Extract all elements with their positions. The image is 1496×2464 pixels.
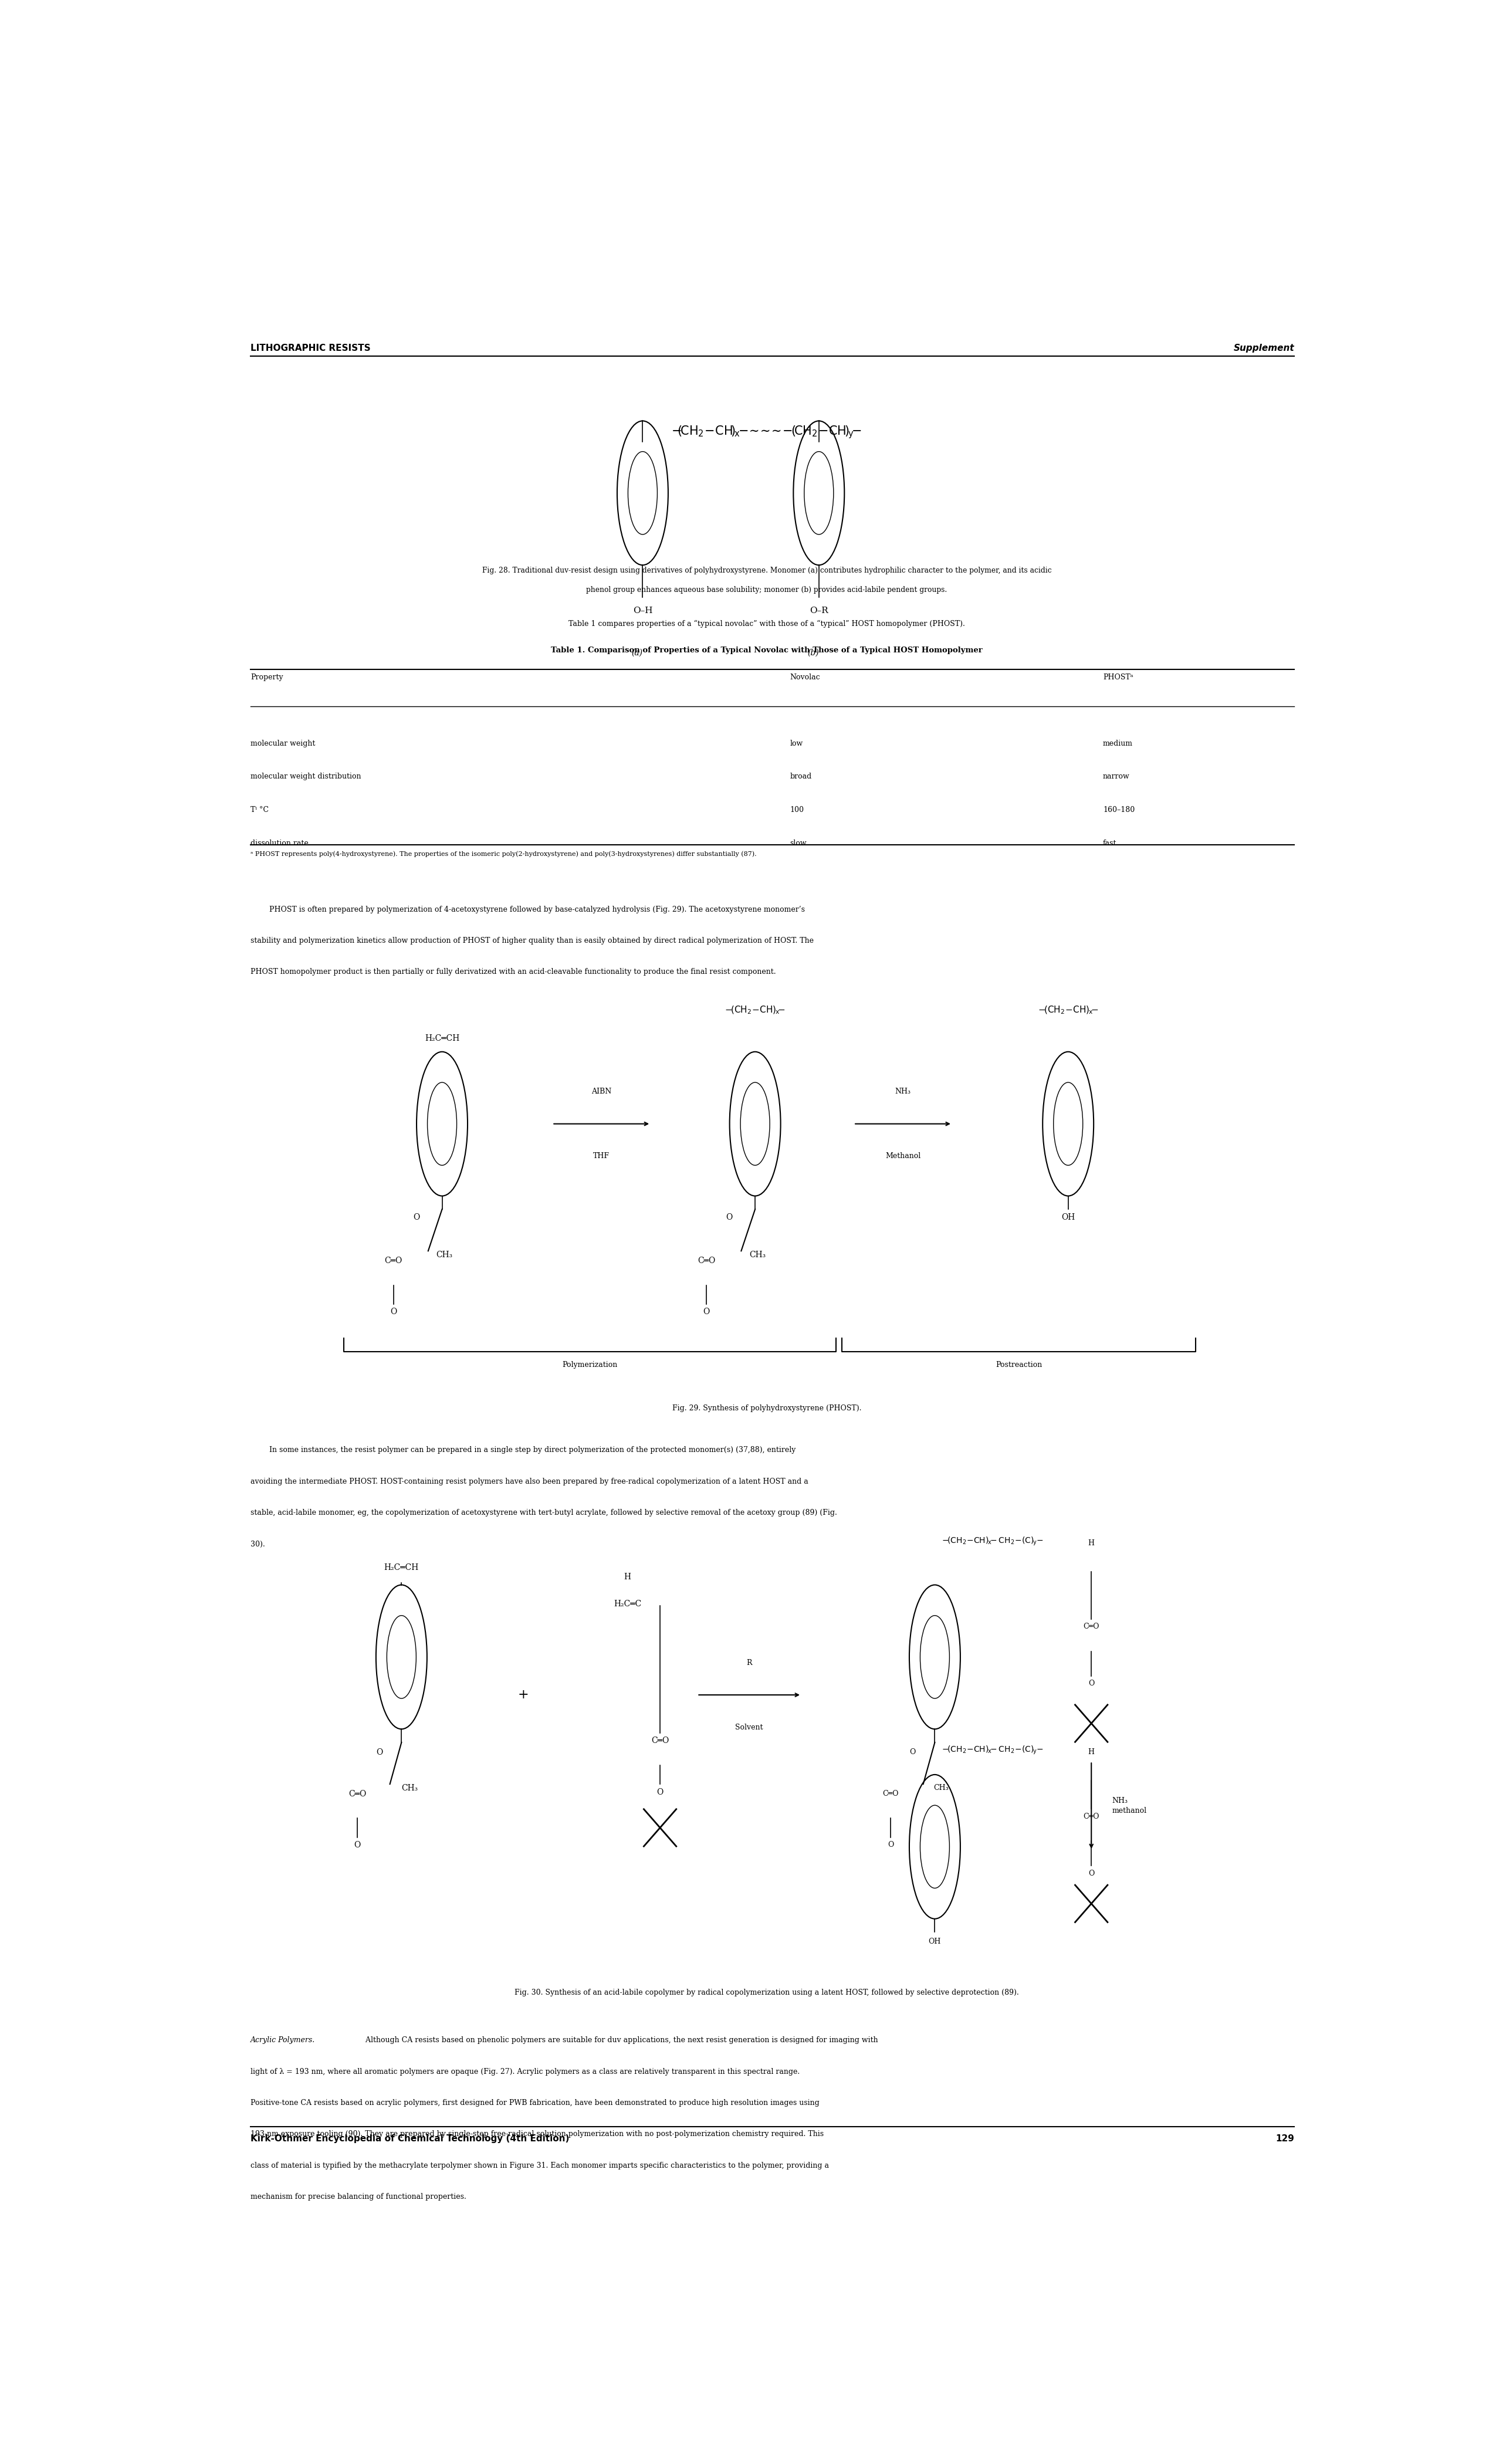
Text: R: R (747, 1658, 752, 1666)
Text: avoiding the intermediate PHOST. HOST-containing resist polymers have also been : avoiding the intermediate PHOST. HOST-co… (251, 1478, 808, 1486)
Text: H₂C═CH: H₂C═CH (425, 1035, 459, 1042)
Text: 100: 100 (790, 806, 803, 813)
Text: C═O: C═O (883, 1789, 899, 1796)
Text: Fig. 29. Synthesis of polyhydroxystyrene (PHOST).: Fig. 29. Synthesis of polyhydroxystyrene… (672, 1404, 862, 1412)
Text: Solvent: Solvent (736, 1722, 763, 1732)
Text: $\mathrm{-\!\left(CH_2\!-\!CH\right)_{\!x}\!\!-CH_2\!-\!\left(C\right)_{\!y}\!-}: $\mathrm{-\!\left(CH_2\!-\!CH\right)_{\!… (941, 1535, 1044, 1547)
Text: O: O (1088, 1680, 1095, 1688)
Text: O: O (703, 1308, 709, 1316)
Text: NH₃
methanol: NH₃ methanol (1112, 1796, 1147, 1814)
Text: 30).: 30). (251, 1540, 265, 1547)
Text: H: H (624, 1572, 631, 1582)
Text: (b): (b) (808, 648, 818, 658)
Text: molecular weight distribution: molecular weight distribution (251, 774, 362, 781)
Text: phenol group enhances aqueous base solubility; monomer (b) provides acid-labile : phenol group enhances aqueous base solub… (586, 586, 947, 594)
Text: CH₃: CH₃ (934, 1784, 948, 1791)
Text: In some instances, the resist polymer can be prepared in a single step by direct: In some instances, the resist polymer ca… (251, 1446, 796, 1454)
Text: class of material is typified by the methacrylate terpolymer shown in Figure 31.: class of material is typified by the met… (251, 2161, 829, 2168)
Text: CH₃: CH₃ (437, 1252, 453, 1259)
Text: Positive-tone CA resists based on acrylic polymers, first designed for PWB fabri: Positive-tone CA resists based on acryli… (251, 2099, 820, 2107)
Text: O: O (726, 1212, 733, 1222)
Text: medium: medium (1103, 739, 1132, 747)
Text: Supplement: Supplement (1233, 345, 1294, 352)
Text: $\mathrm{-\!\left(CH_2\!-\!CH\right)_{\!x}\!\!-}$: $\mathrm{-\!\left(CH_2\!-\!CH\right)_{\!… (724, 1005, 785, 1015)
Text: Methanol: Methanol (886, 1153, 920, 1161)
Text: Acrylic Polymers.: Acrylic Polymers. (251, 2035, 316, 2045)
Text: ᵃ PHOST represents poly(4-hydroxystyrene). The properties of the isomeric poly(2: ᵃ PHOST represents poly(4-hydroxystyrene… (251, 850, 757, 857)
Text: PHOST is often prepared by polymerization of 4-acetoxystyrene followed by base-c: PHOST is often prepared by polymerizatio… (251, 907, 805, 914)
Text: C═O: C═O (651, 1737, 669, 1745)
Text: 129: 129 (1276, 2134, 1294, 2144)
Text: light of λ = 193 nm, where all aromatic polymers are opaque (Fig. 27). Acrylic p: light of λ = 193 nm, where all aromatic … (251, 2067, 800, 2075)
Text: Fig. 28. Traditional duv-resist design using derivatives of polyhydroxystyrene. : Fig. 28. Traditional duv-resist design u… (482, 567, 1052, 574)
Text: dissolution rate: dissolution rate (251, 840, 308, 848)
Text: C═O: C═O (349, 1789, 367, 1799)
Text: 160–180: 160–180 (1103, 806, 1135, 813)
Text: H₂C═C: H₂C═C (613, 1599, 642, 1609)
Text: O: O (413, 1212, 420, 1222)
Text: O–R: O–R (809, 606, 829, 616)
Text: slow: slow (790, 840, 806, 848)
Text: Fig. 30. Synthesis of an acid-labile copolymer by radical copolymerization using: Fig. 30. Synthesis of an acid-labile cop… (515, 1988, 1019, 1996)
Text: fast: fast (1103, 840, 1116, 848)
Text: NH₃: NH₃ (895, 1087, 911, 1096)
Text: CH₃: CH₃ (749, 1252, 766, 1259)
Text: (a): (a) (631, 648, 642, 658)
Text: $\mathrm{-\!\left(CH_2\!-\!CH\right)_{\!x}\!\!-}$: $\mathrm{-\!\left(CH_2\!-\!CH\right)_{\!… (1038, 1005, 1098, 1015)
Text: broad: broad (790, 774, 812, 781)
Text: Table 1. Comparison of Properties of a Typical Novolac with Those of a Typical H: Table 1. Comparison of Properties of a T… (551, 646, 983, 655)
Text: O: O (1088, 1870, 1095, 1878)
Text: Tⁱ °C: Tⁱ °C (251, 806, 269, 813)
Text: Property: Property (251, 673, 283, 680)
Text: OH: OH (1061, 1212, 1076, 1222)
Text: Postreaction: Postreaction (996, 1360, 1043, 1368)
Text: OH: OH (929, 1937, 941, 1947)
Text: PHOSTᵃ: PHOSTᵃ (1103, 673, 1132, 680)
Text: O: O (355, 1841, 361, 1848)
Text: O: O (910, 1747, 916, 1757)
Text: PHOST homopolymer product is then partially or fully derivatized with an acid-cl: PHOST homopolymer product is then partia… (251, 968, 776, 976)
Text: Polymerization: Polymerization (562, 1360, 618, 1368)
Text: Although CA resists based on phenolic polymers are suitable for duv applications: Although CA resists based on phenolic po… (359, 2035, 878, 2045)
Text: O: O (657, 1789, 663, 1796)
Text: mechanism for precise balancing of functional properties.: mechanism for precise balancing of funct… (251, 2193, 467, 2200)
Text: molecular weight: molecular weight (251, 739, 316, 747)
Text: Kirk-Othmer Encyclopedia of Chemical Technology (4th Edition): Kirk-Othmer Encyclopedia of Chemical Tec… (251, 2134, 570, 2144)
Text: C═O: C═O (697, 1257, 715, 1264)
Text: $\mathrm{-\!\left(CH_2\!-\!CH\right)_{\!x}\!\!-CH_2\!-\!\left(C\right)_{\!y}\!-}: $\mathrm{-\!\left(CH_2\!-\!CH\right)_{\!… (941, 1745, 1044, 1757)
Text: stability and polymerization kinetics allow production of PHOST of higher qualit: stability and polymerization kinetics al… (251, 936, 814, 944)
Text: +: + (518, 1688, 528, 1700)
Text: stable, acid-labile monomer, eg, the copolymerization of acetoxystyrene with ter: stable, acid-labile monomer, eg, the cop… (251, 1508, 838, 1518)
Text: LITHOGRAPHIC RESISTS: LITHOGRAPHIC RESISTS (251, 345, 371, 352)
Text: THF: THF (594, 1153, 610, 1161)
Text: H₂C═CH: H₂C═CH (384, 1562, 419, 1572)
Text: 193-nm exposure tooling (90). They are prepared by single-step free-radical solu: 193-nm exposure tooling (90). They are p… (251, 2131, 824, 2139)
Text: O: O (375, 1747, 383, 1757)
Text: C═O: C═O (1083, 1624, 1100, 1631)
Text: narrow: narrow (1103, 774, 1129, 781)
Text: C═O: C═O (384, 1257, 402, 1264)
Text: O: O (887, 1841, 893, 1848)
Text: Table 1 compares properties of a “typical novolac” with those of a “typical” HOS: Table 1 compares properties of a “typica… (568, 621, 965, 628)
Text: AIBN: AIBN (591, 1087, 612, 1096)
Text: C═O: C═O (1083, 1814, 1100, 1821)
Text: O: O (390, 1308, 396, 1316)
Text: Novolac: Novolac (790, 673, 820, 680)
Text: CH₃: CH₃ (401, 1784, 417, 1791)
Text: O–H: O–H (633, 606, 652, 616)
Text: H: H (1088, 1540, 1095, 1547)
Text: low: low (790, 739, 803, 747)
Text: $\mathrm{-\!\!\left(\!CH_2\!-\!CH\!\right)_{\!x}\!\!-\!\!\sim\!\!\sim\!\!\sim\!\: $\mathrm{-\!\!\left(\!CH_2\!-\!CH\!\righ… (672, 424, 862, 441)
Text: H: H (1088, 1747, 1095, 1757)
